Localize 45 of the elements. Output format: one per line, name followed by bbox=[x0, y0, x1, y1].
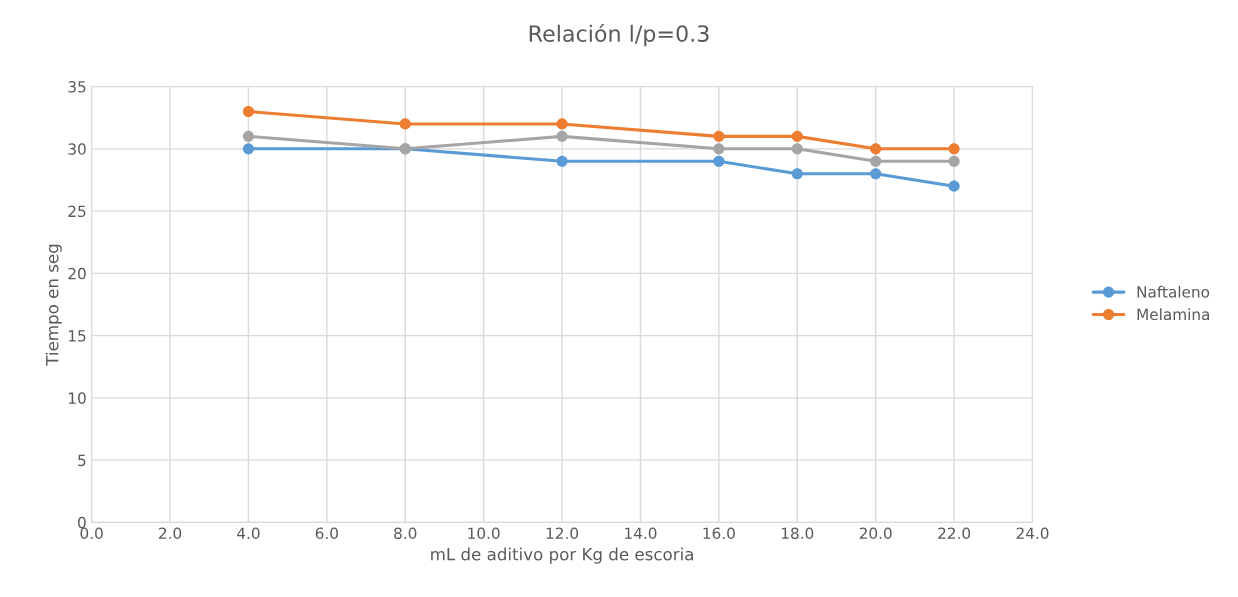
point bbox=[948, 180, 960, 192]
legend-label: Naftaleno bbox=[1137, 285, 1210, 298]
x-tick-label: 6.0 bbox=[315, 527, 338, 540]
x-tick-label: 2.0 bbox=[158, 527, 182, 540]
point bbox=[791, 130, 803, 142]
point bbox=[242, 143, 254, 155]
y-tick-label: 30 bbox=[68, 143, 86, 155]
point bbox=[399, 118, 411, 130]
point bbox=[791, 143, 803, 155]
y-tick-label: 15 bbox=[68, 330, 86, 342]
point bbox=[556, 118, 568, 130]
point bbox=[556, 130, 568, 142]
point bbox=[556, 155, 568, 167]
point bbox=[713, 130, 725, 142]
x-tick-label: 18.0 bbox=[781, 527, 814, 540]
point bbox=[948, 155, 960, 167]
point bbox=[242, 105, 254, 118]
x-tick-label: 4.0 bbox=[237, 527, 260, 540]
point bbox=[948, 143, 960, 155]
x-tick-label: 10.0 bbox=[468, 527, 500, 540]
point bbox=[791, 168, 803, 180]
y-tick-label: 25 bbox=[68, 205, 86, 218]
x-tick-label: 20.0 bbox=[859, 527, 892, 540]
legend-label: Melamina bbox=[1137, 308, 1210, 321]
point bbox=[870, 155, 882, 167]
x-tick-label: 24.0 bbox=[1016, 527, 1049, 540]
x-tick-label: 8.0 bbox=[394, 527, 417, 540]
y-tick-label: 5 bbox=[78, 454, 86, 467]
x-tick-label: 22.0 bbox=[938, 527, 971, 540]
x-tick-label: 14.0 bbox=[625, 527, 657, 540]
point bbox=[870, 168, 882, 180]
x-tick-label: 0.0 bbox=[80, 527, 103, 540]
x-tick-label: 12.0 bbox=[546, 527, 579, 540]
x-tick-label: 16.0 bbox=[703, 527, 735, 540]
y-tick-label: 35 bbox=[68, 81, 86, 93]
chart-title: Relación l/p=0.3 bbox=[529, 23, 709, 47]
y-tick-label: 10 bbox=[68, 392, 86, 404]
y-tick-label: 0 bbox=[78, 516, 86, 529]
point bbox=[713, 155, 725, 167]
point bbox=[713, 143, 725, 155]
point bbox=[870, 143, 882, 155]
y-tick-label: 20 bbox=[68, 267, 86, 280]
x-axis-title: mL de aditivo por Kg de escoria bbox=[431, 547, 693, 564]
point bbox=[242, 130, 254, 142]
y-axis-title: Tiempo en seg bbox=[45, 244, 62, 366]
